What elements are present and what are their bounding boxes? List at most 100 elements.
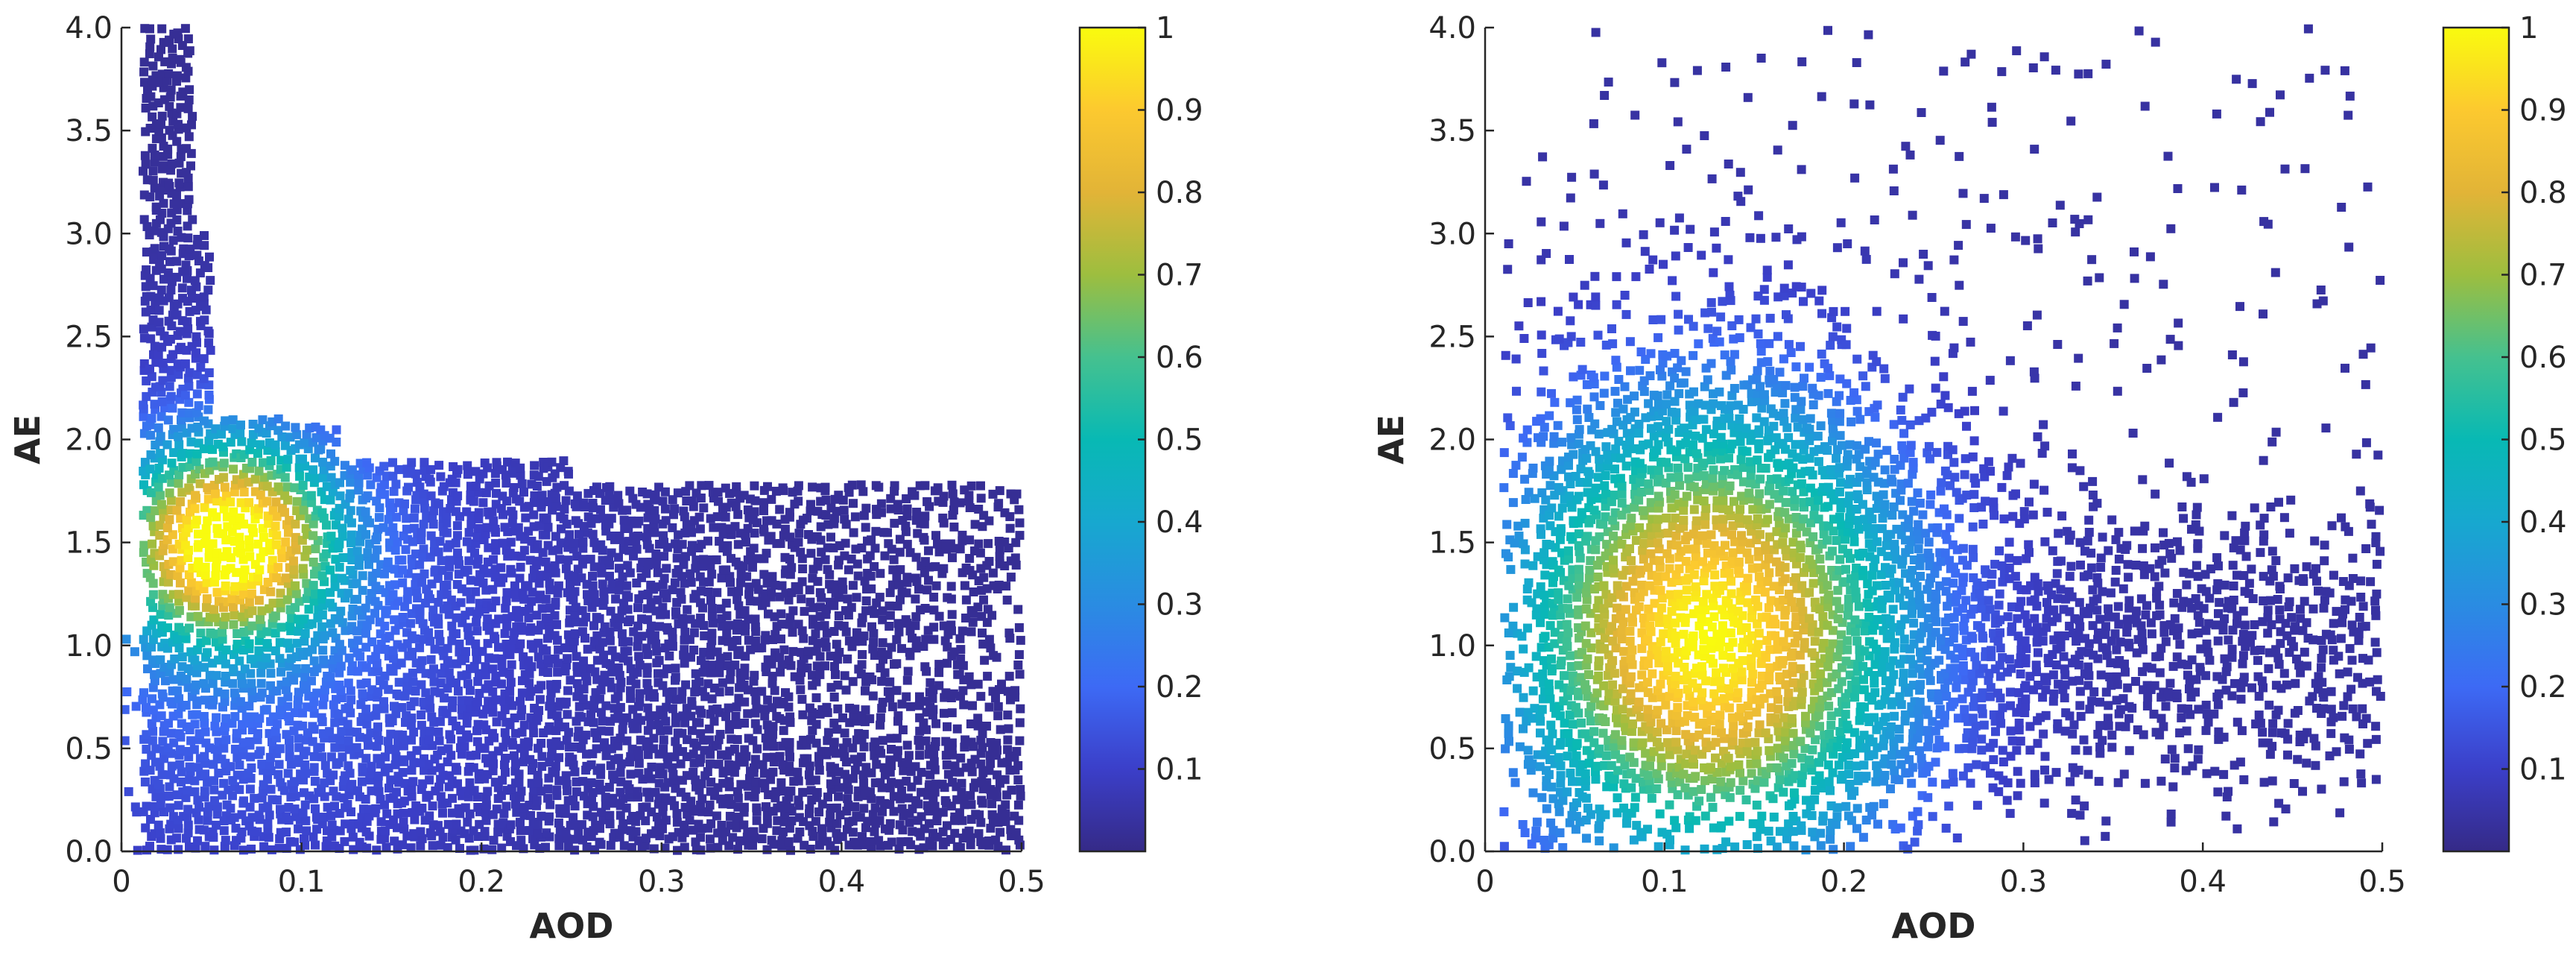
- scatter-point: [514, 778, 524, 787]
- scatter-point: [174, 801, 183, 810]
- scatter-point: [569, 643, 577, 652]
- scatter-point: [319, 465, 329, 474]
- scatter-point: [931, 581, 941, 590]
- scatter-point: [867, 622, 876, 631]
- scatter-point: [1547, 664, 1557, 673]
- scatter-point: [670, 578, 680, 587]
- scatter-point: [330, 456, 340, 466]
- scatter-point: [1002, 595, 1012, 605]
- scatter-point: [186, 736, 196, 746]
- scatter-point: [525, 754, 535, 764]
- scatter-point: [303, 593, 311, 603]
- scatter-point: [563, 588, 572, 598]
- scatter-point: [183, 683, 193, 693]
- scatter-point: [483, 787, 493, 796]
- scatter-point: [285, 661, 294, 671]
- scatter-point: [500, 728, 510, 737]
- scatter-point: [598, 716, 607, 726]
- scatter-point: [344, 761, 353, 771]
- scatter-point: [716, 794, 726, 804]
- scatter-point: [967, 767, 977, 777]
- scatter-point: [416, 841, 425, 851]
- scatter-point: [226, 762, 235, 772]
- scatter-point: [361, 603, 370, 613]
- scatter-point: [294, 626, 303, 636]
- scatter-point: [429, 506, 439, 516]
- scatter-point: [192, 389, 202, 399]
- scatter-point: [721, 483, 730, 493]
- scatter-point: [1563, 594, 1572, 604]
- scatter-point: [986, 759, 996, 768]
- scatter-point: [436, 472, 446, 482]
- scatter-point: [812, 661, 822, 671]
- scatter-point: [403, 587, 413, 596]
- scatter-point: [1012, 746, 1022, 756]
- scatter-point: [291, 589, 301, 599]
- scatter-point: [162, 523, 172, 532]
- scatter-point: [569, 571, 579, 581]
- scatter-point: [578, 555, 588, 564]
- scatter-point: [228, 678, 238, 688]
- scatter-point: [200, 727, 210, 737]
- scatter-point: [559, 514, 569, 523]
- scatter-point: [443, 819, 453, 829]
- scatter-point: [1015, 669, 1025, 679]
- scatter-point: [545, 579, 554, 588]
- scatter-point: [991, 693, 1000, 703]
- scatter-point: [519, 488, 528, 497]
- scatter-point: [786, 845, 795, 855]
- scatter-point: [659, 744, 668, 754]
- scatter-point: [417, 710, 426, 719]
- scatter-point: [280, 491, 290, 500]
- scatter-point: [983, 605, 993, 614]
- scatter-point: [247, 523, 257, 533]
- scatter-point: [275, 654, 285, 664]
- scatter-point: [579, 684, 589, 694]
- scatter-point: [554, 819, 563, 828]
- scatter-point: [686, 614, 695, 624]
- scatter-point: [706, 668, 716, 678]
- scatter-point: [680, 627, 690, 637]
- scatter-point: [552, 620, 561, 629]
- scatter-point: [174, 119, 183, 129]
- scatter-point: [390, 580, 399, 590]
- scatter-point: [575, 702, 584, 711]
- scatter-point: [749, 763, 759, 772]
- scatter-point: [238, 720, 247, 729]
- scatter-point: [471, 639, 481, 649]
- scatter-point: [875, 593, 884, 602]
- scatter-point: [732, 482, 741, 491]
- scatter-point: [695, 705, 705, 715]
- scatter-point: [601, 792, 610, 802]
- scatter-point: [139, 67, 149, 77]
- scatter-point: [534, 472, 543, 482]
- scatter-point: [352, 743, 361, 752]
- scatter-point: [1542, 249, 1551, 258]
- scatter-point: [877, 508, 886, 517]
- scatter-point: [507, 738, 517, 747]
- scatter-point: [743, 709, 753, 719]
- scatter-point: [631, 499, 641, 509]
- scatter-point: [512, 605, 521, 615]
- scatter-point: [1554, 588, 1563, 598]
- scatter-point: [796, 547, 806, 557]
- scatter-point: [1537, 349, 1547, 358]
- scatter-point: [703, 807, 713, 817]
- scatter-point: [1545, 694, 1555, 704]
- scatter-point: [146, 92, 156, 101]
- scatter-point: [338, 532, 347, 541]
- scatter-point: [843, 654, 852, 664]
- scatter-point: [461, 646, 470, 656]
- scatter-point: [352, 546, 362, 556]
- scatter-point: [172, 215, 182, 224]
- scatter-point: [334, 653, 344, 663]
- scatter-point: [671, 607, 680, 617]
- scatter-point: [832, 776, 841, 786]
- scatter-point: [325, 727, 335, 737]
- scatter-point: [680, 828, 689, 837]
- scatter-point: [146, 291, 156, 301]
- scatter-point: [380, 621, 390, 631]
- scatter-point: [1553, 306, 1563, 316]
- scatter-point: [750, 623, 760, 631]
- scatter-point: [596, 763, 606, 773]
